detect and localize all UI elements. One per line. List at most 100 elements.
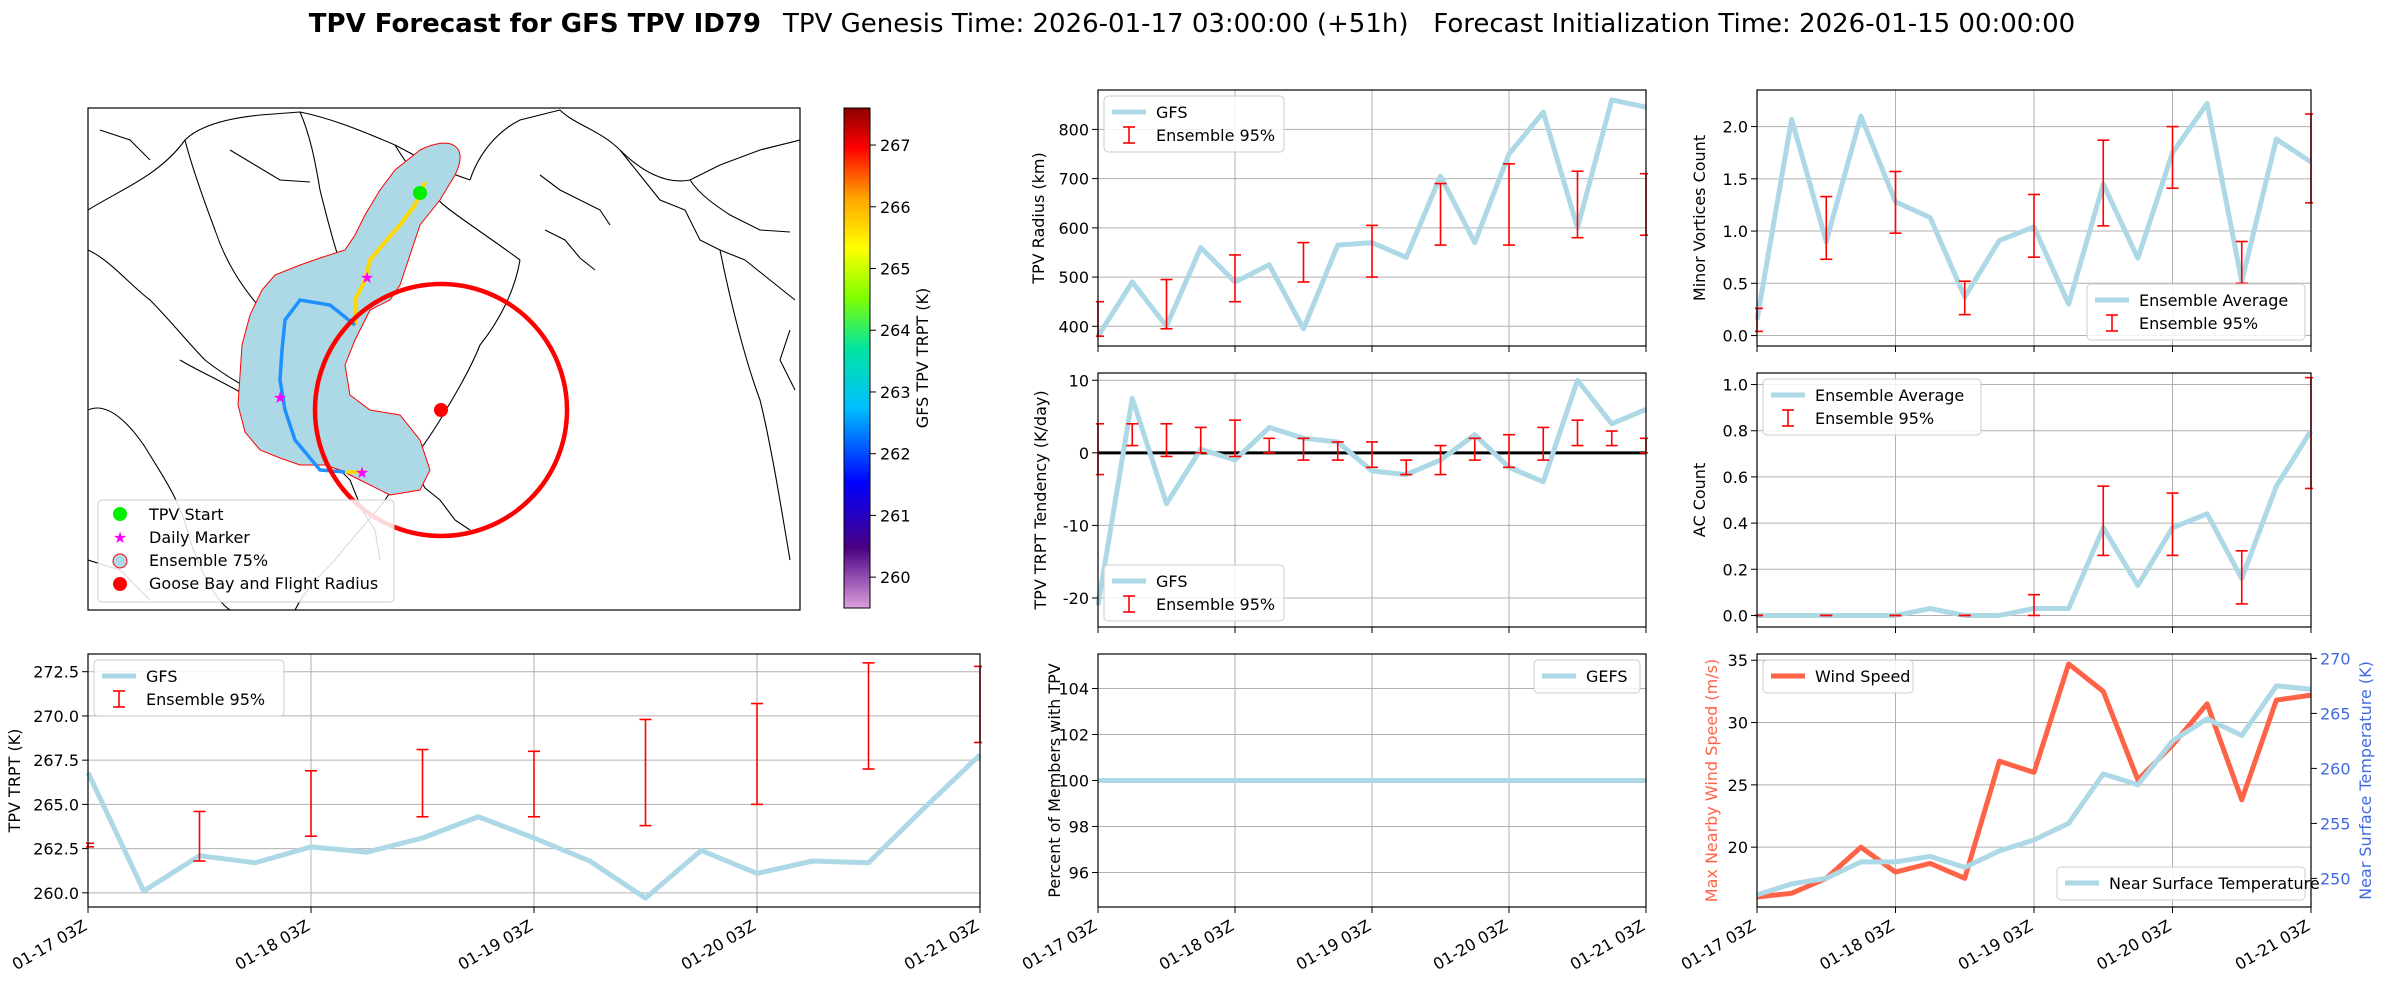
y-tick-label: 260.0 bbox=[33, 884, 79, 903]
y2-tick-label: 255 bbox=[2320, 814, 2351, 833]
figure-title: TPV Forecast for GFS TPV ID79 TPV Genesis… bbox=[309, 9, 2075, 39]
tpv-track-warm bbox=[353, 181, 427, 325]
legend-label: Wind Speed bbox=[1815, 667, 1910, 686]
y-tick-label: 1.5 bbox=[1723, 170, 1748, 189]
legend-label: Ensemble Average bbox=[1815, 386, 1964, 405]
legend-label: Near Surface Temperature bbox=[2109, 874, 2320, 893]
legend-ensemble-icon bbox=[112, 553, 128, 569]
legend: Wind Speed bbox=[1762, 659, 1914, 694]
tpv-start-marker bbox=[413, 186, 427, 200]
x-tick-label: 01-21 03Z bbox=[1567, 916, 1648, 974]
legend-label: GFS bbox=[146, 667, 177, 686]
legend-start-icon bbox=[113, 507, 127, 521]
y-axis-label: Max Nearby Wind Speed (m/s) bbox=[1702, 659, 1721, 902]
y-tick-label: 400 bbox=[1058, 317, 1089, 336]
legend-box bbox=[2056, 866, 2306, 901]
legend: Ensemble Average Ensemble 95% bbox=[2086, 283, 2306, 341]
x-tick-label: 01-18 03Z bbox=[232, 916, 313, 974]
x-tick-label: 01-18 03Z bbox=[1816, 916, 1897, 974]
y-tick-label: 700 bbox=[1058, 170, 1089, 189]
y-tick-label: 272.5 bbox=[33, 663, 79, 682]
legend: GFS Ensemble 95% bbox=[93, 659, 285, 717]
colorbar-tick-label: 265 bbox=[880, 259, 911, 278]
y-tick-label: 0.0 bbox=[1723, 606, 1748, 625]
y-axis-label: Minor Vortices Count bbox=[1690, 135, 1709, 301]
colorbar-ticks: 260 261 262 263 264 265 266 267 bbox=[870, 136, 911, 587]
figure-title-bold: TPV Forecast for GFS TPV ID79 bbox=[309, 9, 761, 39]
y-tick-label: 265.0 bbox=[33, 795, 79, 814]
legend-box bbox=[1103, 564, 1285, 622]
chart-tendency: -20 -10 0 10 TPV TRPT Tendency (K/day) GFS Ens… bbox=[1031, 371, 1648, 633]
colorbar-tick-label: 263 bbox=[880, 383, 911, 402]
y-tick-label: 1.0 bbox=[1723, 222, 1748, 241]
colorbar-tick-label: 260 bbox=[880, 568, 911, 587]
x-tick-label: 01-17 03Z bbox=[1678, 916, 1759, 974]
legend-box bbox=[1533, 659, 1641, 694]
y-tick-label: 600 bbox=[1058, 219, 1089, 238]
y2-tick-label: 250 bbox=[2320, 869, 2351, 888]
colorbar-tick-label: 267 bbox=[880, 136, 911, 155]
legend-label: Ensemble 95% bbox=[2139, 314, 2258, 333]
x-tick-label: 01-20 03Z bbox=[678, 916, 759, 974]
flight-radius-circle bbox=[312, 281, 570, 539]
x-tick-label: 01-20 03Z bbox=[1430, 916, 1511, 974]
legend: Near Surface Temperature bbox=[2056, 866, 2320, 901]
y-axis-label: TPV TRPT Tendency (K/day) bbox=[1031, 390, 1050, 610]
legend-label: GEFS bbox=[1586, 667, 1628, 686]
chart-minor: 0.0 0.5 1.0 1.5 2.0 Minor Vortices Count Ensem… bbox=[1690, 89, 2313, 352]
daily-marker-3: ★ bbox=[355, 463, 369, 482]
legend-label: GFS bbox=[1156, 572, 1187, 591]
y2-tick-label: 270 bbox=[2320, 649, 2351, 668]
legend-daily-icon: ★ bbox=[113, 528, 127, 547]
legend: GFS Ensemble 95% bbox=[1103, 564, 1285, 622]
x-tick-label: 01-21 03Z bbox=[2232, 916, 2313, 974]
y-tick-label: 0 bbox=[1079, 444, 1089, 463]
legend: GFS Ensemble 95% bbox=[1103, 95, 1285, 153]
map-legend: TPV Start ★ Daily Marker Ensemble 75% Go… bbox=[97, 499, 395, 603]
y-tick-label: 800 bbox=[1058, 120, 1089, 139]
map-legend-box bbox=[97, 499, 395, 603]
y-tick-label: 0.0 bbox=[1723, 327, 1748, 346]
legend-label: GFS bbox=[1156, 103, 1187, 122]
y-tick-label: 2.0 bbox=[1723, 118, 1748, 137]
legend-start-label: TPV Start bbox=[148, 505, 224, 524]
legend-label: Ensemble 95% bbox=[146, 690, 265, 709]
y-tick-label: 96 bbox=[1069, 864, 1089, 883]
y-axis-label: TPV Radius (km) bbox=[1029, 152, 1048, 285]
y-tick-label: 20 bbox=[1728, 838, 1748, 857]
x-tick-label: 01-17 03Z bbox=[9, 916, 90, 974]
x-tick-label: 01-18 03Z bbox=[1156, 916, 1237, 974]
y-tick-label: -20 bbox=[1063, 589, 1089, 608]
y-tick-label: 267.5 bbox=[33, 751, 79, 770]
x-tick-label: 01-20 03Z bbox=[2093, 916, 2174, 974]
map-frame bbox=[87, 107, 801, 611]
y2-axis-label: Near Surface Temperature (K) bbox=[2356, 661, 2375, 900]
y-tick-label: 100 bbox=[1058, 772, 1089, 791]
y-tick-label: 25 bbox=[1728, 776, 1748, 795]
y-tick-label: 35 bbox=[1728, 651, 1748, 670]
legend-box bbox=[2086, 283, 2306, 341]
y-tick-label: 262.5 bbox=[33, 840, 79, 859]
legend-box bbox=[93, 659, 285, 717]
colorbar-tick-label: 262 bbox=[880, 445, 911, 464]
x-tick-label: 01-17 03Z bbox=[1019, 916, 1100, 974]
figure-title-rest: TPV Genesis Time: 2026-01-17 03:00:00 (+… bbox=[782, 9, 2075, 39]
legend-label: Ensemble Average bbox=[2139, 291, 2288, 310]
y-tick-label: 0.2 bbox=[1723, 560, 1748, 579]
plot-content bbox=[1755, 101, 2313, 333]
legend: GEFS bbox=[1533, 659, 1641, 694]
chart-wind: 20 25 30 35 Max Nearby Wind Speed (m/s) 250 25… bbox=[1678, 649, 2375, 974]
colorbar-tick-label: 266 bbox=[880, 198, 911, 217]
colorbar-tick-label: 261 bbox=[880, 506, 911, 525]
y-tick-label: 0.5 bbox=[1723, 274, 1748, 293]
legend-box bbox=[1762, 659, 1914, 694]
y-axis-label: Percent of Members with TPV bbox=[1045, 663, 1064, 897]
chart-ac: 0.0 0.2 0.4 0.6 0.8 1.0 AC Count Ensemble Avera… bbox=[1690, 372, 2313, 633]
y-tick-label: 102 bbox=[1058, 726, 1089, 745]
y-tick-label: 0.4 bbox=[1723, 514, 1748, 533]
x-tick-label: 01-19 03Z bbox=[455, 916, 536, 974]
y-tick-label: 270.0 bbox=[33, 707, 79, 726]
legend-label: Ensemble 95% bbox=[1156, 595, 1275, 614]
